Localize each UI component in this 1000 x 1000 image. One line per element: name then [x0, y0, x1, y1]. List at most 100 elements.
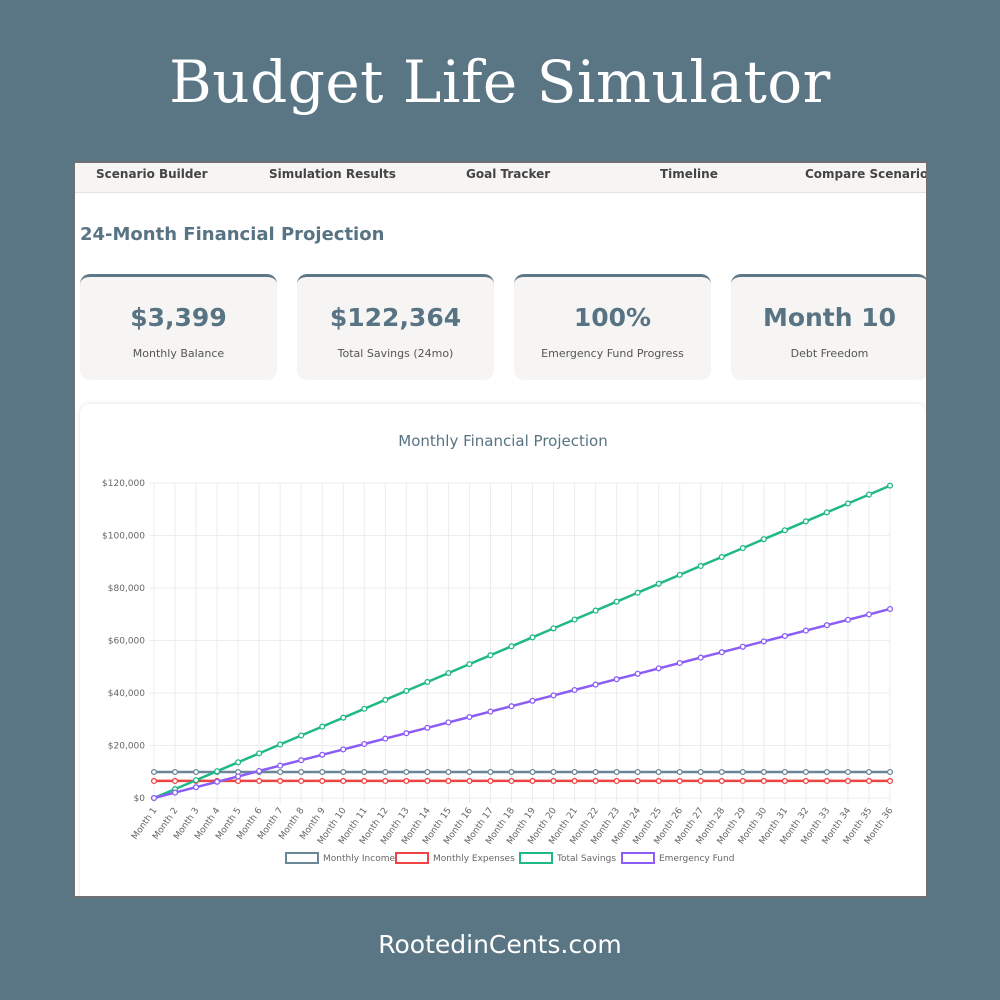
data-point: [571, 777, 578, 784]
data-point: [634, 777, 641, 784]
tab-bar: Scenario Builder Simulation Results Goal…: [75, 163, 926, 193]
data-point: [697, 562, 704, 570]
data-point: [655, 665, 662, 672]
data-point: [823, 622, 830, 629]
data-point: [529, 777, 536, 784]
data-point: [382, 735, 389, 742]
tab-simulation-results[interactable]: Simulation Results: [269, 167, 396, 181]
data-point: [508, 768, 515, 776]
series-line-total-savings: [153, 484, 891, 800]
stat-label: Debt Freedom: [790, 347, 869, 360]
tab-scenario-builder[interactable]: Scenario Builder: [96, 167, 208, 181]
data-point: [718, 777, 725, 784]
data-point: [361, 777, 368, 784]
page-title: Budget Life Simulator: [169, 48, 831, 116]
legend-label: Monthly Income: [323, 854, 395, 864]
stat-label: Emergency Fund Progress: [541, 347, 684, 360]
data-point: [781, 632, 788, 640]
data-point: [382, 696, 389, 703]
tab-compare-scenarios[interactable]: Compare Scenarios: [805, 167, 928, 181]
line-chart: Monthly Financial Projection $0 $20,000 $4…: [102, 432, 896, 864]
data-point: [508, 703, 515, 710]
stat-value: 100%: [573, 303, 652, 332]
data-point: [171, 777, 179, 784]
data-point: [781, 777, 788, 784]
stat-card-debt-freedom: Month 10 Debt Freedom: [731, 274, 926, 380]
data-point: [613, 768, 620, 776]
data-point: [550, 692, 557, 699]
data-point: [235, 773, 242, 780]
legend-label: Total Savings: [556, 854, 616, 864]
data-point: [445, 719, 452, 726]
data-point: [193, 768, 200, 776]
y-tick-label: $120,000: [102, 479, 145, 489]
data-point: [171, 789, 179, 796]
data-point: [760, 536, 767, 543]
data-point: [739, 768, 746, 776]
data-point: [319, 768, 326, 776]
data-point: [823, 777, 830, 784]
y-tick-label: $80,000: [108, 584, 145, 594]
data-point: [697, 768, 704, 776]
data-point: [550, 777, 557, 784]
data-point: [403, 730, 410, 737]
data-point: [571, 616, 578, 623]
data-point: [361, 768, 368, 776]
data-point: [802, 518, 809, 525]
data-point: [886, 777, 894, 784]
data-point: [613, 598, 620, 605]
y-tick-label: $40,000: [108, 689, 145, 699]
data-point: [865, 768, 873, 776]
data-point: [676, 659, 683, 667]
tab-timeline[interactable]: Timeline: [660, 167, 718, 181]
data-point: [886, 605, 894, 613]
data-point: [676, 571, 683, 578]
data-point: [760, 638, 767, 645]
data-point: [739, 643, 746, 650]
chart-title: Monthly Financial Projection: [398, 432, 607, 450]
y-tick-label: $20,000: [108, 742, 145, 752]
stat-value: Month 10: [762, 303, 897, 332]
stat-label: Total Savings (24mo): [337, 347, 454, 360]
legend-swatch: [285, 852, 319, 864]
data-point: [529, 768, 536, 776]
data-point: [529, 634, 536, 641]
data-point: [340, 768, 347, 776]
data-point: [571, 768, 578, 776]
data-point: [256, 767, 263, 775]
data-point: [193, 777, 200, 784]
legend-swatch: [519, 852, 553, 864]
data-point: [403, 687, 410, 694]
data-point: [171, 768, 179, 776]
data-point: [865, 611, 873, 618]
data-point: [592, 777, 599, 784]
data-point: [193, 784, 200, 791]
tab-goal-tracker[interactable]: Goal Tracker: [466, 167, 551, 181]
data-point: [466, 777, 473, 784]
data-point: [150, 777, 158, 784]
y-tick-label: $0: [134, 794, 146, 804]
data-point: [298, 757, 305, 764]
data-point: [655, 777, 662, 784]
data-point: [634, 670, 641, 677]
y-tick-label: $60,000: [108, 637, 145, 647]
data-point: [340, 714, 347, 721]
data-point: [445, 768, 452, 776]
data-point: [886, 768, 894, 776]
data-point: [739, 545, 746, 552]
legend-label: Monthly Expenses: [433, 854, 515, 864]
data-point: [319, 777, 326, 784]
data-point: [424, 768, 431, 776]
data-point: [613, 777, 620, 784]
legend-label: Emergency Fund: [659, 854, 734, 864]
data-point: [739, 777, 746, 784]
data-point: [298, 768, 305, 776]
data-point: [655, 580, 662, 587]
data-point: [613, 676, 620, 683]
data-point: [487, 652, 494, 659]
data-point: [550, 625, 557, 632]
data-point: [634, 589, 641, 596]
stat-value: $122,364: [329, 303, 462, 332]
section-title: 24-Month Financial Projection: [80, 224, 385, 245]
data-point: [424, 678, 431, 686]
